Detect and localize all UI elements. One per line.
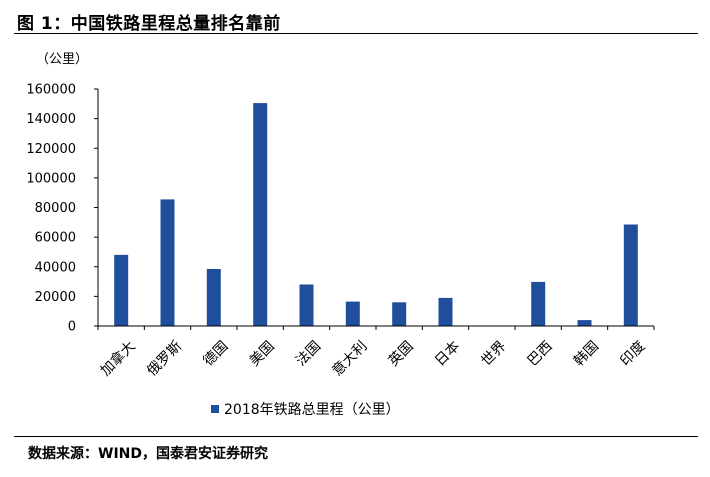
x-category-label: 日本 — [432, 338, 463, 369]
y-tick-label: 60000 — [35, 231, 76, 246]
x-axis: 加拿大 俄罗斯 德国 美国 法国 意大利 英国 日本 世界 巴西 韩国 印度 — [97, 325, 655, 380]
x-category-label: 英国 — [385, 338, 417, 370]
y-tick-label: 120000 — [26, 142, 76, 157]
bar — [392, 302, 407, 326]
figure-title-bar: 图 1：中国铁路里程总量排名靠前 — [14, 6, 698, 34]
x-category-label: 法国 — [293, 338, 324, 369]
y-tick-label: 80000 — [35, 201, 76, 216]
x-category-label: 德国 — [200, 338, 231, 369]
bar — [253, 103, 268, 326]
bar — [531, 281, 546, 326]
bar — [299, 284, 314, 326]
bars-group — [114, 103, 638, 326]
bar — [114, 254, 129, 326]
y-axis: 0 20000 40000 60000 80000 100000 120000 140000 1… — [26, 83, 99, 335]
x-category-label: 印度 — [617, 338, 648, 369]
y-tick-label: 20000 — [35, 290, 76, 305]
x-category-label: 世界 — [478, 338, 509, 369]
x-category-label: 韩国 — [571, 338, 602, 369]
bar — [160, 199, 175, 326]
x-category-label: 俄罗斯 — [144, 338, 185, 379]
legend: 2018年铁路总里程（公里） — [211, 402, 400, 418]
figure-title: 图 1：中国铁路里程总量排名靠前 — [17, 14, 281, 34]
y-tick-label: 160000 — [26, 83, 76, 98]
x-category-label: 美国 — [247, 338, 278, 369]
y-tick-label: 100000 — [26, 171, 76, 186]
x-category-label: 意大利 — [329, 338, 371, 380]
bar — [438, 297, 453, 326]
legend-label: 2018年铁路总里程（公里） — [224, 402, 400, 418]
y-axis-unit-label: （公里） — [36, 52, 88, 67]
y-tick-label: 0 — [68, 320, 76, 335]
legend-swatch — [211, 405, 219, 413]
bar — [345, 301, 360, 326]
bottom-rule — [14, 436, 698, 437]
top-rule — [14, 33, 698, 34]
bar — [577, 320, 592, 326]
bar — [206, 269, 221, 326]
x-category-label: 巴西 — [525, 338, 556, 369]
y-tick-label: 40000 — [35, 260, 76, 275]
source-note: 数据来源：WIND，国泰君安证券研究 — [28, 446, 268, 462]
x-category-label: 加拿大 — [97, 338, 139, 380]
bar — [623, 224, 638, 326]
y-tick-label: 140000 — [26, 112, 76, 127]
